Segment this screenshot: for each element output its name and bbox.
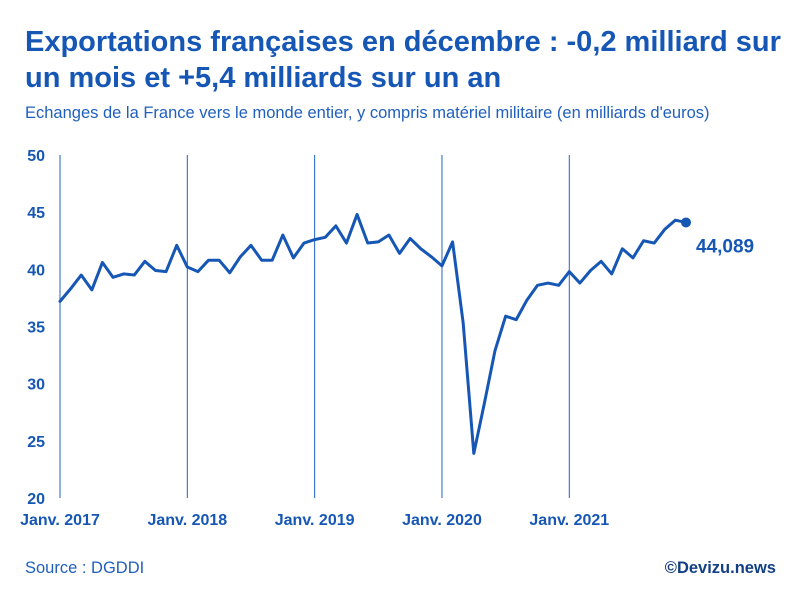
data-point [472,452,475,455]
data-point [345,242,348,245]
data-point [281,234,284,237]
data-point [175,244,178,247]
data-point [207,259,210,262]
data-point [515,318,518,321]
data-point [80,274,83,277]
data-point [218,259,221,262]
data-point [90,288,93,291]
data-point [260,259,263,262]
data-point [143,260,146,263]
data-point [165,270,168,273]
data-point [122,272,125,275]
data-point [409,237,412,240]
data-point [228,271,231,274]
credit-label: ©Devizu.news [664,559,776,577]
source-note: Source : DGDDI [25,559,145,577]
data-point [154,269,157,272]
x-axis-ticks: Janv. 2017 Janv. 2018 Janv. 2019 Janv. 2020… [20,512,609,529]
y-tick-label: 45 [27,205,45,222]
data-point [525,299,528,302]
data-point [196,270,199,273]
last-value-label: 44,089 [696,236,754,257]
data-point [663,228,666,231]
data-point [186,266,189,269]
y-axis-ticks: 20 25 30 35 40 45 50 [27,148,45,508]
data-point [430,255,433,258]
x-tick-label: Janv. 2018 [147,512,227,529]
data-point [547,282,550,285]
data-point [589,269,592,272]
x-tick-label: Janv. 2021 [529,512,609,529]
y-tick-label: 30 [27,377,45,394]
chart-subtitle: Echanges de la France vers le monde enti… [25,104,710,122]
data-point [292,256,295,259]
data-point [462,322,465,325]
y-tick-label: 20 [27,491,45,508]
data-point [557,284,560,287]
data-point [451,240,454,243]
data-point [440,264,443,267]
data-point [578,282,581,285]
last-value-marker [681,217,691,228]
data-point [398,252,401,255]
data-point [642,239,645,242]
data-point [621,247,624,250]
y-tick-label: 25 [27,434,45,451]
data-point [303,242,306,245]
data-point [249,244,252,247]
data-point [483,402,486,405]
series-points [59,213,688,455]
data-point [133,274,136,277]
data-point [112,276,115,279]
data-point [334,224,337,227]
data-point [239,255,242,258]
series-line-exportations [58,212,688,455]
x-grid [59,155,570,498]
data-point [610,272,613,275]
data-point [69,287,72,290]
data-point [653,242,656,245]
data-point [674,219,677,222]
data-point [600,260,603,263]
x-tick-label: Janv. 2017 [20,512,100,529]
data-point [568,270,571,273]
data-point [271,259,274,262]
data-point [356,213,359,216]
data-point [101,261,104,264]
data-point [494,349,497,352]
y-tick-label: 40 [27,262,45,279]
data-point [59,300,62,303]
data-point [419,247,422,250]
chart-title: Exportations françaises en décembre : -0… [25,26,781,94]
data-point [504,315,507,318]
y-tick-label: 35 [27,320,45,337]
data-point [377,240,380,243]
data-point [313,238,316,241]
data-point [631,256,634,259]
data-point [324,236,327,239]
data-point [536,284,539,287]
x-tick-label: Janv. 2020 [402,512,482,529]
x-tick-label: Janv. 2019 [275,512,355,529]
data-point [366,242,369,245]
y-tick-label: 50 [27,148,45,165]
data-point [387,234,390,237]
